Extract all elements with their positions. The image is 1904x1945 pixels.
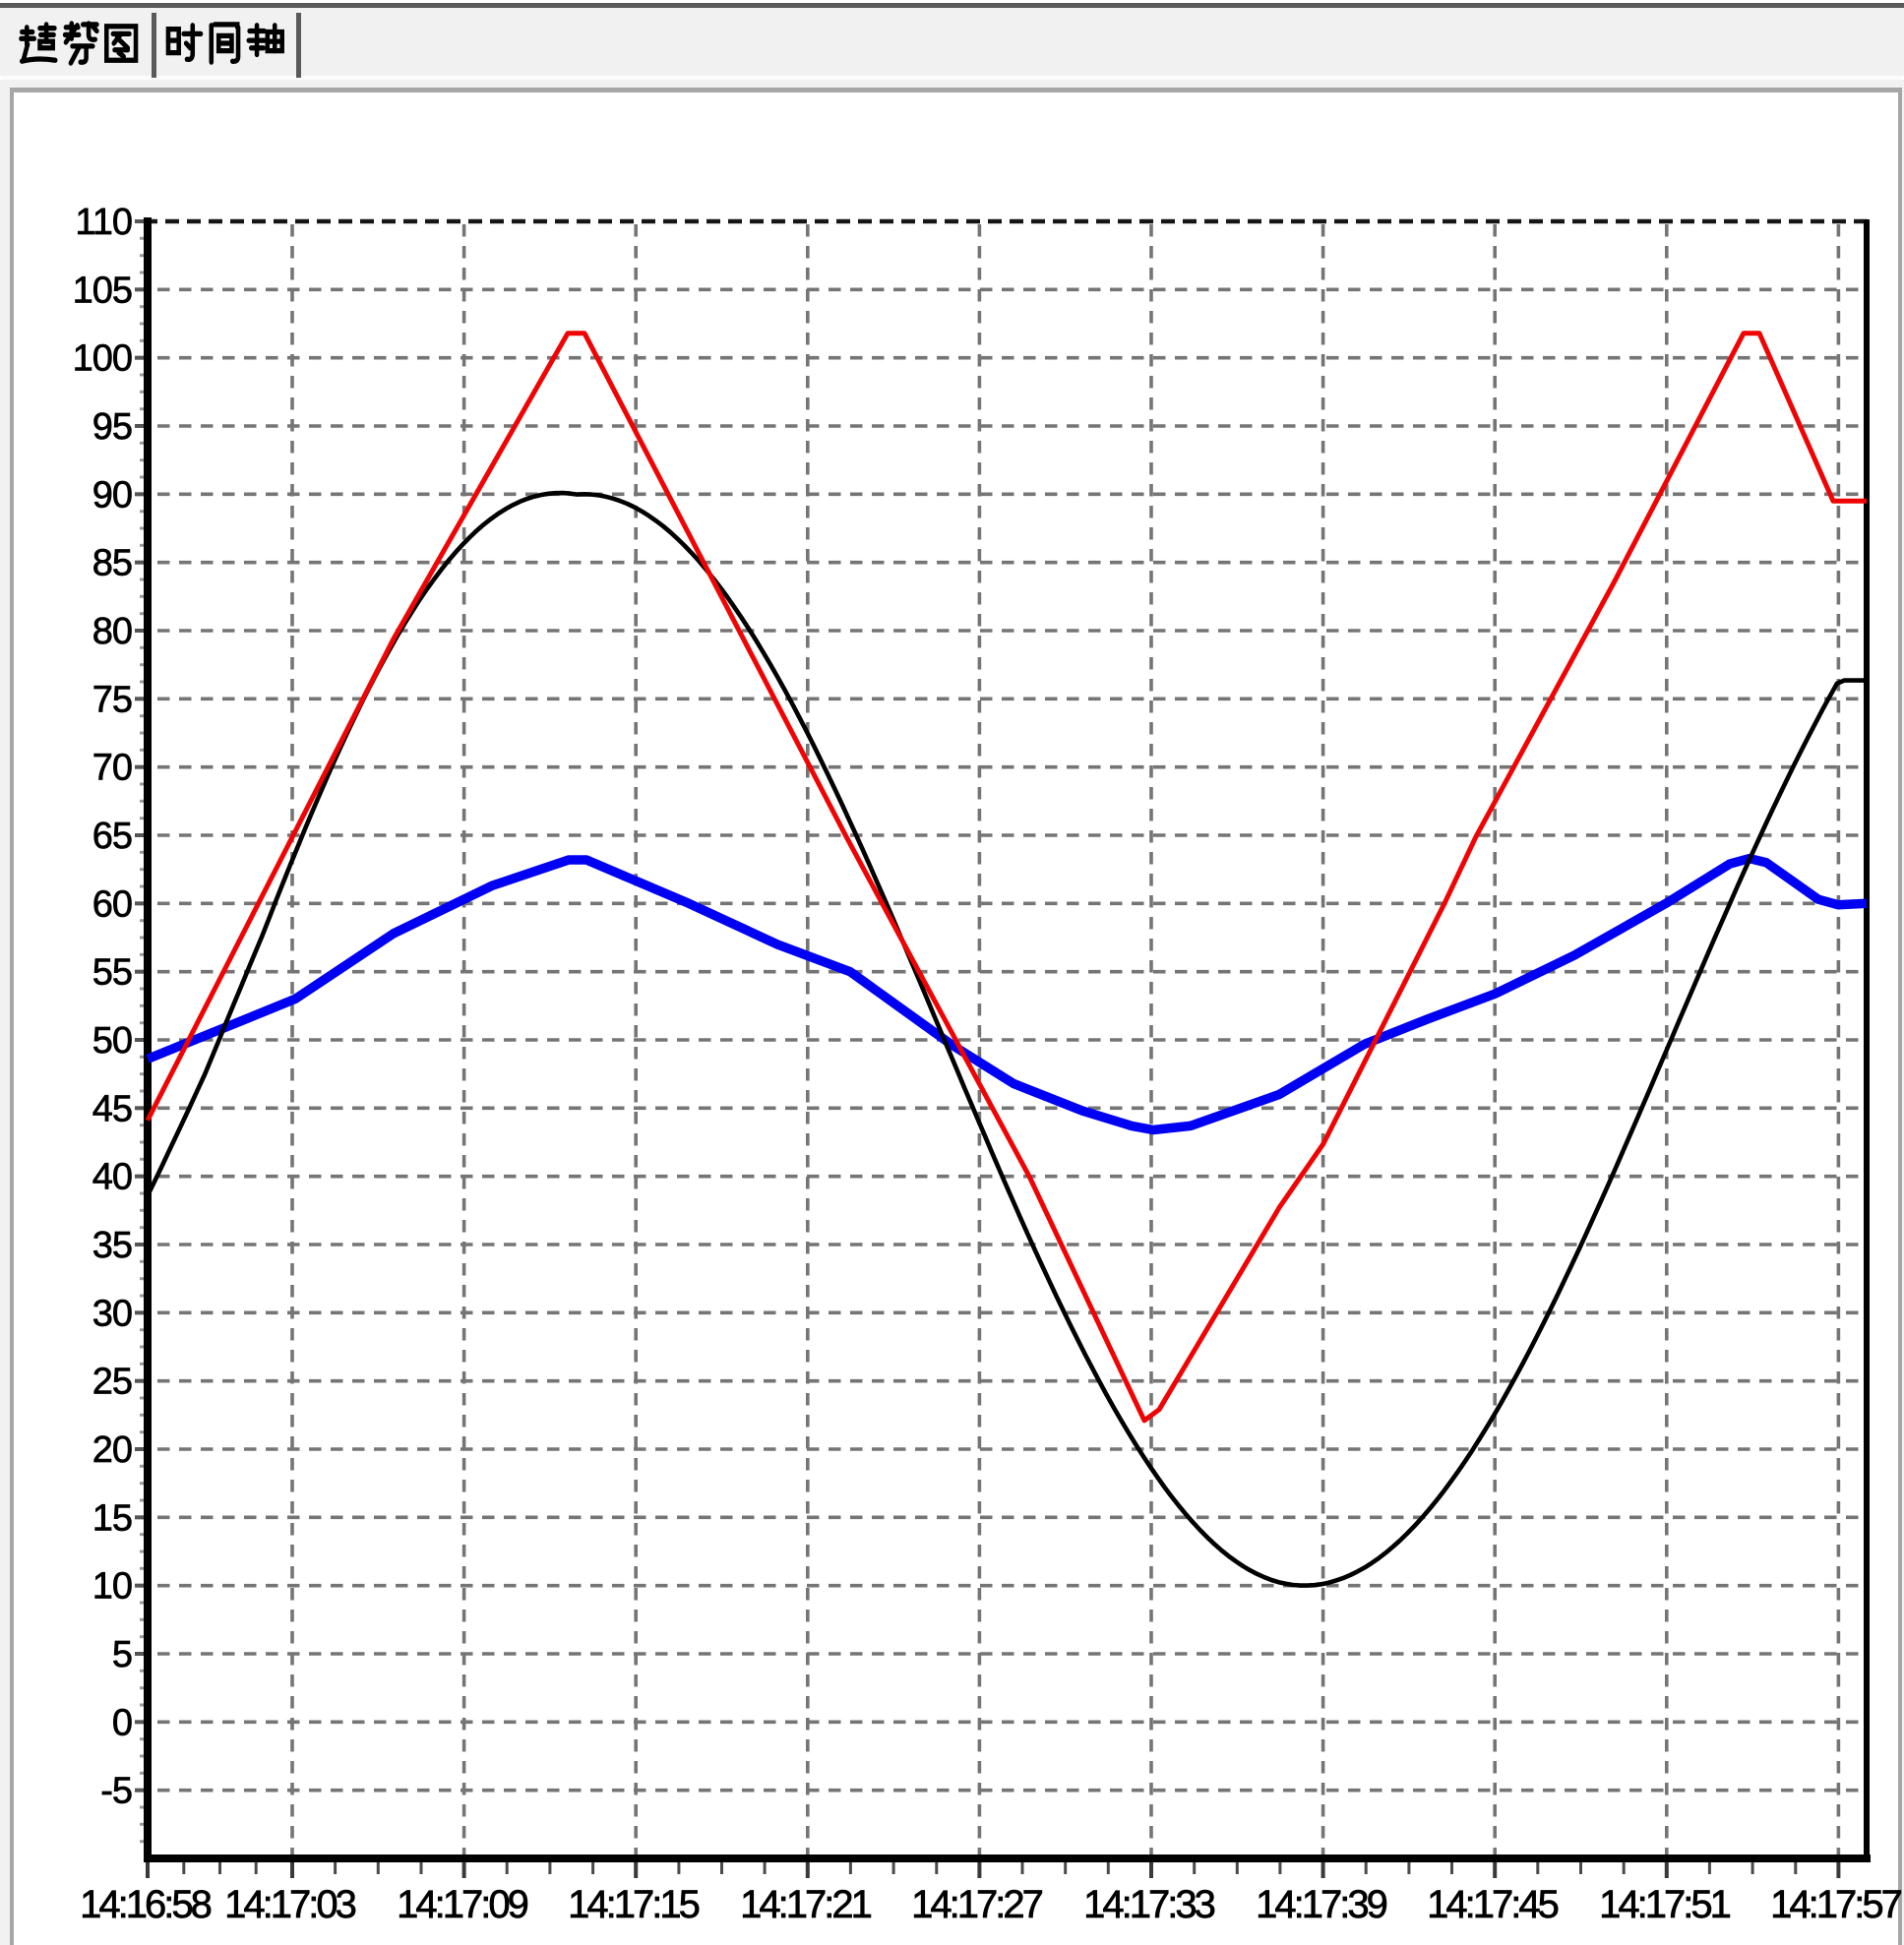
svg-text:14:17:15: 14:17:15 bbox=[568, 1883, 699, 1926]
svg-text:-5: -5 bbox=[100, 1771, 132, 1812]
svg-text:25: 25 bbox=[92, 1362, 132, 1403]
svg-text:35: 35 bbox=[92, 1225, 132, 1266]
svg-text:105: 105 bbox=[73, 270, 132, 311]
svg-text:14:17:39: 14:17:39 bbox=[1256, 1883, 1386, 1926]
svg-text:14:17:33: 14:17:33 bbox=[1083, 1883, 1214, 1926]
svg-text:75: 75 bbox=[92, 679, 132, 720]
svg-text:100: 100 bbox=[73, 338, 132, 380]
svg-text:14:17:03: 14:17:03 bbox=[224, 1883, 355, 1926]
svg-text:50: 50 bbox=[92, 1020, 132, 1062]
svg-text:14:17:51: 14:17:51 bbox=[1599, 1883, 1730, 1926]
svg-text:0: 0 bbox=[112, 1702, 132, 1743]
svg-text:40: 40 bbox=[92, 1157, 132, 1198]
svg-text:14:17:09: 14:17:09 bbox=[397, 1883, 527, 1926]
svg-text:14:17:27: 14:17:27 bbox=[911, 1883, 1042, 1926]
svg-text:5: 5 bbox=[112, 1634, 132, 1675]
svg-text:20: 20 bbox=[92, 1429, 132, 1471]
svg-text:60: 60 bbox=[92, 883, 132, 925]
svg-text:85: 85 bbox=[92, 543, 132, 584]
svg-text:65: 65 bbox=[92, 816, 132, 857]
svg-text:70: 70 bbox=[92, 748, 132, 789]
svg-text:55: 55 bbox=[92, 952, 132, 994]
svg-text:30: 30 bbox=[92, 1293, 132, 1334]
svg-text:14:17:45: 14:17:45 bbox=[1427, 1883, 1558, 1926]
svg-text:10: 10 bbox=[92, 1566, 132, 1608]
svg-text:15: 15 bbox=[92, 1497, 132, 1539]
svg-text:90: 90 bbox=[92, 474, 132, 516]
svg-text:14:17:21: 14:17:21 bbox=[740, 1883, 871, 1926]
svg-text:45: 45 bbox=[92, 1088, 132, 1129]
svg-text:14:17:57: 14:17:57 bbox=[1770, 1883, 1901, 1926]
svg-text:14:16:58: 14:16:58 bbox=[80, 1883, 211, 1926]
svg-text:95: 95 bbox=[92, 406, 132, 448]
svg-text:110: 110 bbox=[75, 202, 132, 243]
svg-text:80: 80 bbox=[92, 611, 132, 652]
